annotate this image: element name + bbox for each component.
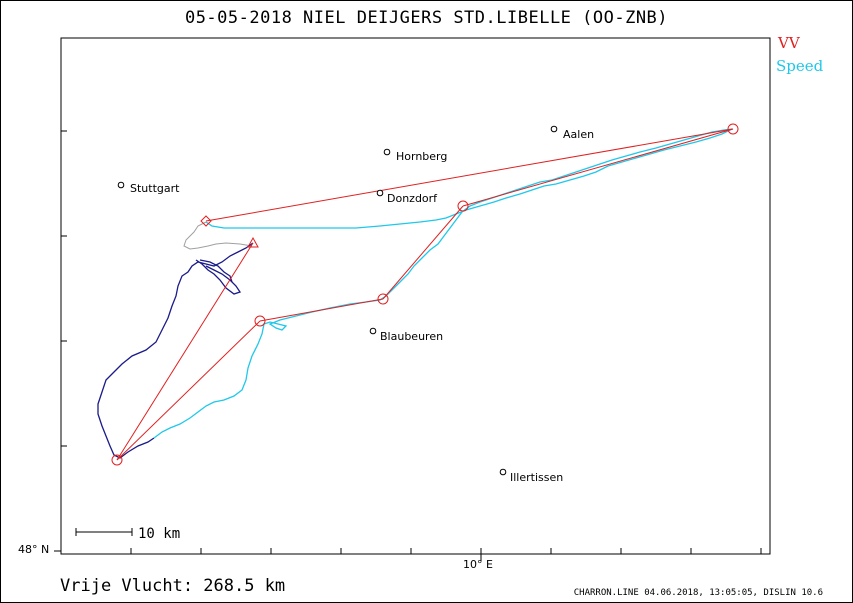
lat-axis-label: 48° N [18,543,50,556]
town-marker [550,125,558,133]
town-marker [117,181,125,189]
turnpoint-marker [457,200,469,212]
town-marker [383,148,391,156]
track-start [97,242,254,459]
plot-area [60,37,771,555]
turnpoint-marker [377,293,389,305]
legend-vv: VV [778,34,800,52]
town-label-aalen: Aalen [563,128,594,141]
scale-label: 10 km [138,526,181,542]
free-flight-distance: Vrije Vlucht: 268.5 km [60,576,286,596]
footer-credits: CHARRON.LINE 04.06.2018, 13:05:05, DISLI… [573,588,823,598]
vv-turnpoints [111,123,739,466]
town-marker [376,189,384,197]
launch-triangle-marker [247,236,259,248]
town-marker [369,327,377,335]
town-label-illertissen: Illertissen [510,471,563,484]
turnpoint-marker [254,315,266,327]
scale-bar [75,528,133,536]
turnpoint-start-marker [111,454,123,466]
track-gray [183,221,253,250]
towns: Aalen Hornberg Stuttgart Donzdorf Blaube… [117,125,594,484]
lat-ticks [54,130,67,552]
finish-diamond-marker [200,215,212,227]
lon-ticks [130,548,762,561]
vv-route [116,128,734,461]
town-label-blaubeuren: Blaubeuren [380,330,443,343]
lon-axis-label: 10° E [463,558,493,571]
town-marker [499,468,507,476]
turnpoint-marker [727,123,739,135]
track-speed [153,128,733,439]
town-label-stuttgart: Stuttgart [130,182,180,195]
legend-speed: Speed [776,57,824,75]
town-label-hornberg: Hornberg [396,150,447,163]
flight-title: 05-05-2018 NIEL DEIJGERS STD.LIBELLE (OO… [184,8,669,28]
town-label-donzdorf: Donzdorf [387,192,438,205]
